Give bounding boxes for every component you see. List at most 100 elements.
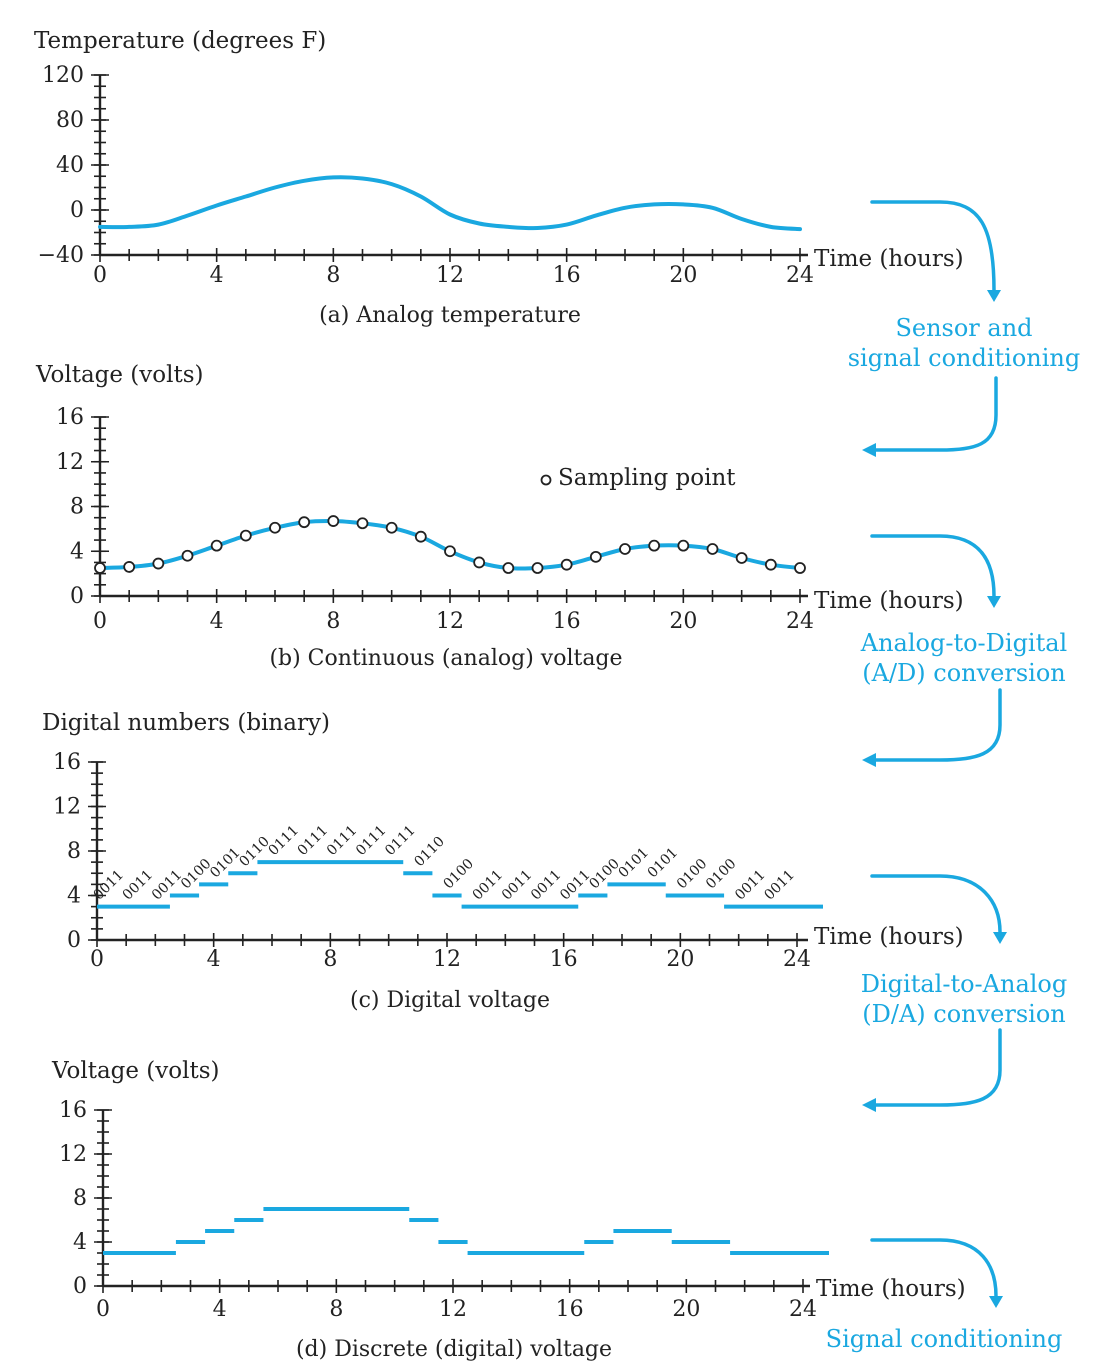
y-tick-label: 12 xyxy=(53,795,81,820)
y-tick-label: 0 xyxy=(73,1274,87,1299)
x-axis-title: Time (hours) xyxy=(814,246,964,272)
flow-step-sensor: Sensor and xyxy=(895,314,1032,342)
sampling-point xyxy=(706,543,719,555)
flow-step-da-conversion: Digital-to-Analog xyxy=(861,970,1067,998)
flow-arrow xyxy=(870,874,1002,934)
binary-code-label: 0110 xyxy=(411,834,448,871)
binary-code-label: 0111 xyxy=(353,822,390,859)
binary-code-label: 0100 xyxy=(178,856,215,893)
x-tick-label: 16 xyxy=(553,609,581,634)
binary-code-label: 0011 xyxy=(557,867,594,904)
x-axis-title: Time (hours) xyxy=(814,924,964,950)
legend-label: Sampling point xyxy=(558,465,736,491)
flow-arrowhead xyxy=(987,596,1001,608)
flow-arrow xyxy=(874,688,1002,762)
flow-step-ad-conversion: (A/D) conversion xyxy=(862,659,1066,687)
y-tick-label: 16 xyxy=(59,1098,87,1123)
sampling-point xyxy=(94,562,106,574)
sampling-point xyxy=(444,545,456,558)
flow-arrow xyxy=(870,200,996,292)
flow-arrow xyxy=(874,1028,1002,1107)
panel-caption: (d) Discrete (digital) voltage xyxy=(296,1337,612,1362)
y-tick-label: 120 xyxy=(42,63,84,88)
binary-code-label: 0011 xyxy=(761,867,798,904)
voltage-curve xyxy=(98,518,802,571)
binary-code-label: 0111 xyxy=(324,822,361,859)
x-tick-label: 12 xyxy=(433,947,461,972)
chart-panel-1: 0 4 8 12 16 20 24 −40 0 40 80 120 Temperature (degre… xyxy=(34,28,964,328)
x-tick-label: 4 xyxy=(207,947,221,972)
binary-code-label: 0111 xyxy=(382,822,419,859)
x-tick-label: 12 xyxy=(436,263,464,288)
flow-arrowhead xyxy=(987,290,1001,302)
x-tick-label: 16 xyxy=(550,947,578,972)
sampling-point xyxy=(210,539,223,552)
x-axis-title: Time (hours) xyxy=(816,1276,966,1302)
legend-marker xyxy=(540,474,552,486)
x-tick-label: 24 xyxy=(783,947,811,972)
binary-code-label: 0100 xyxy=(674,856,711,893)
sampling-point xyxy=(648,539,661,552)
sampling-point xyxy=(414,530,427,543)
sampling-point xyxy=(619,543,631,555)
y-tick-label: 0 xyxy=(70,584,84,609)
sampling-point xyxy=(560,558,573,571)
binary-code-label: 0101 xyxy=(645,845,682,882)
y-axis-title: Temperature (degrees F) xyxy=(34,28,326,54)
y-tick-label: 4 xyxy=(67,884,81,909)
x-axis-title: Time (hours) xyxy=(814,588,964,614)
x-tick-label: 8 xyxy=(329,1297,343,1322)
binary-code-label: 0100 xyxy=(703,856,740,893)
binary-code-label: 0101 xyxy=(616,845,653,882)
y-axis-title: Digital numbers (binary) xyxy=(42,710,330,736)
x-tick-label: 4 xyxy=(210,263,224,288)
x-tick-label: 20 xyxy=(672,1297,700,1322)
y-tick-label: 4 xyxy=(73,1230,87,1255)
flow-arrowhead xyxy=(862,753,876,767)
x-tick-label: 0 xyxy=(90,947,104,972)
x-tick-label: 16 xyxy=(553,263,581,288)
sampling-point xyxy=(356,517,369,530)
binary-code-label: 0011 xyxy=(149,867,186,904)
flow-step-signal-conditioning: Signal conditioning xyxy=(826,1325,1063,1353)
sampling-point xyxy=(473,556,486,569)
y-axis-title: Voltage (volts) xyxy=(51,1058,220,1084)
x-tick-label: 8 xyxy=(326,609,340,634)
sampling-point xyxy=(531,562,544,574)
y-tick-label: 8 xyxy=(67,839,81,864)
sampling-point xyxy=(327,515,340,527)
sampling-point xyxy=(502,562,515,574)
sampling-point xyxy=(123,561,136,573)
binary-code-label: 0100 xyxy=(586,856,623,893)
x-tick-label: 12 xyxy=(439,1297,467,1322)
binary-code-label: 0011 xyxy=(120,867,157,904)
panel-caption: (c) Digital voltage xyxy=(350,988,550,1013)
y-tick-label: 4 xyxy=(70,539,84,564)
binary-code-label: 0101 xyxy=(207,845,244,882)
flow-arrow xyxy=(874,376,998,452)
x-tick-label: 12 xyxy=(436,609,464,634)
binary-code-label: 0011 xyxy=(470,867,507,904)
flow-step-ad-conversion: Analog-to-Digital xyxy=(860,629,1067,657)
binary-code-label: 0111 xyxy=(266,822,303,859)
x-tick-label: 8 xyxy=(326,263,340,288)
x-tick-label: 20 xyxy=(666,947,694,972)
x-tick-label: 0 xyxy=(93,263,107,288)
y-tick-label: −40 xyxy=(38,243,84,268)
x-tick-label: 0 xyxy=(96,1297,110,1322)
sampling-point xyxy=(152,557,165,570)
y-tick-label: 12 xyxy=(59,1142,87,1167)
x-tick-label: 24 xyxy=(789,1297,817,1322)
y-tick-label: 12 xyxy=(56,450,84,475)
sampling-point xyxy=(764,558,777,571)
x-tick-label: 16 xyxy=(556,1297,584,1322)
y-tick-label: 40 xyxy=(56,153,84,178)
flow-step-da-conversion: (D/A) conversion xyxy=(862,1000,1066,1028)
x-tick-label: 0 xyxy=(93,609,107,634)
x-tick-label: 20 xyxy=(669,263,697,288)
panel-caption: (a) Analog temperature xyxy=(319,303,581,328)
binary-code-label: 0111 xyxy=(295,822,332,859)
y-tick-label: 8 xyxy=(70,495,84,520)
